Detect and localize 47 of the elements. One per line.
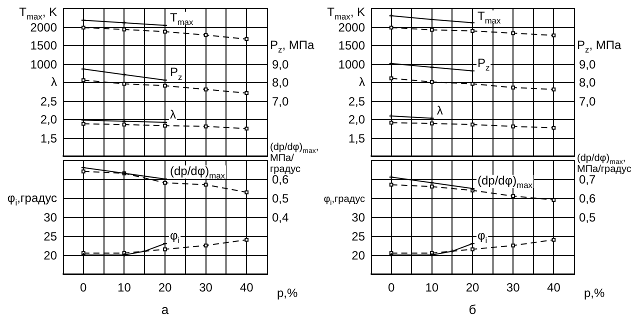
y2-tick-label: 7,0 (272, 94, 290, 108)
series-label: λ (170, 107, 176, 122)
y3-tick-label: 2,0 (348, 112, 366, 126)
text: а (161, 302, 170, 317)
y3-axis-title: λ (51, 75, 57, 89)
y2-tick-label: 8,0 (272, 76, 290, 90)
x-tick-label: 30 (199, 280, 213, 295)
y-tick-label: 1500 (30, 38, 58, 52)
y2-tick-label: 0,4 (272, 210, 290, 224)
y2-tick-label: 0,7 (579, 172, 596, 186)
y-tick-label: 2000 (338, 20, 366, 34)
y-tick-label: 1000 (338, 58, 366, 72)
x-tick-label: 20 (466, 280, 480, 295)
series-label: λ (436, 103, 443, 118)
y2-tick-label: 9,0 (579, 58, 596, 72)
y2-tick-label: 0,5 (579, 210, 596, 224)
y2-tick-label: 0,6 (579, 192, 596, 206)
y-tick-label: 25 (44, 230, 58, 244)
x-tick-label: 0 (388, 280, 395, 295)
x-tick-label: 20 (158, 280, 172, 295)
y3-tick-label: 2,0 (40, 112, 58, 126)
y2-tick-label: 8,0 (579, 76, 596, 90)
y-tick-label: 2000 (30, 20, 58, 34)
y-tick-label: 1500 (338, 38, 366, 52)
x-tick-label: 10 (118, 280, 132, 295)
x-axis-title: p,% (584, 286, 606, 300)
y3-axis-title: λ (359, 75, 365, 89)
y-tick-label: 30 (44, 210, 58, 224)
y2-tick-label: 9,0 (272, 58, 290, 72)
y3-tick-label: 1,5 (348, 132, 366, 146)
x-tick-label: 30 (506, 280, 520, 295)
y-tick-label: 20 (352, 248, 366, 262)
y-tick-label: 1000 (30, 58, 58, 72)
x-tick-label: 40 (240, 280, 254, 295)
x-tick-label: 10 (425, 280, 439, 295)
y-tick-label: 25 (352, 230, 366, 244)
y3-tick-label: 2,5 (40, 94, 58, 108)
x-tick-label: 40 (547, 280, 561, 295)
text: б (468, 302, 476, 317)
x-tick-label: 0 (80, 280, 88, 295)
y-tick-label: 30 (352, 210, 366, 224)
y-tick-label: 20 (44, 248, 58, 262)
y3-tick-label: 2,5 (348, 94, 366, 108)
x-axis-title: p,% (277, 286, 298, 300)
y3-tick-label: 1,5 (40, 132, 58, 146)
y2-tick-label: 7,0 (579, 94, 596, 108)
y2-tick-label: 0,5 (272, 192, 290, 206)
